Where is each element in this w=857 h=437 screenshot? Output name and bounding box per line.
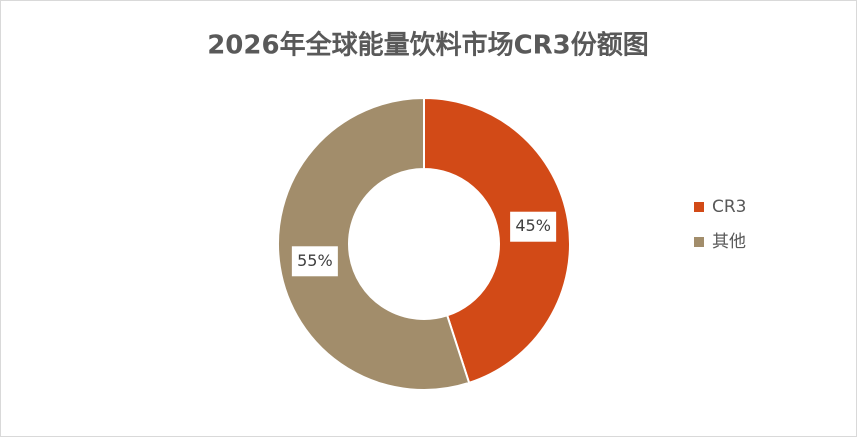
data-label: 45% (515, 216, 551, 235)
data-label-box (291, 246, 338, 277)
data-label-box (510, 211, 557, 242)
legend-label: CR3 (712, 197, 747, 217)
chart-title: 2026年全球能量饮料市场CR3份额图 (207, 30, 649, 61)
pie-slice (277, 96, 471, 391)
legend-swatch (694, 237, 704, 247)
legend-label: 其他 (712, 232, 746, 252)
pie-slice (423, 96, 571, 385)
data-label: 55% (297, 251, 333, 270)
legend-swatch (694, 202, 704, 212)
